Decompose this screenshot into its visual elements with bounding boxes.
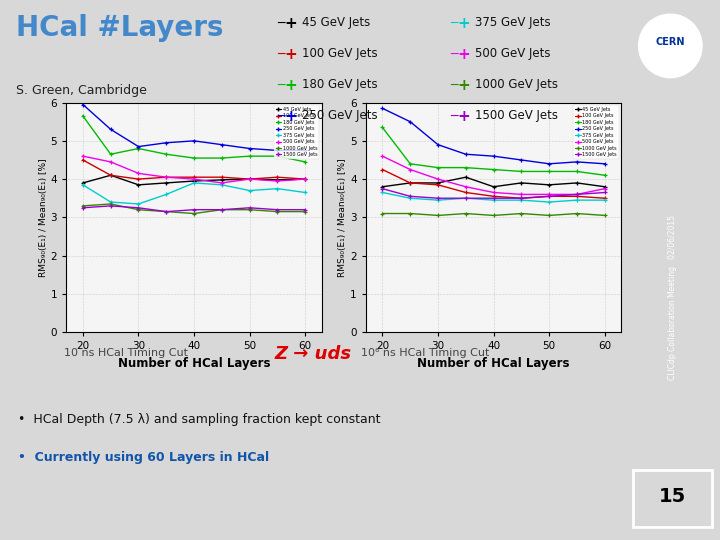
Text: 100 GeV Jets: 100 GeV Jets	[302, 47, 378, 60]
Text: +: +	[284, 47, 297, 62]
Text: +: +	[457, 78, 470, 93]
Text: 1500 GeV Jets: 1500 GeV Jets	[475, 109, 558, 122]
Text: ─: ─	[450, 17, 457, 30]
Text: ─: ─	[277, 48, 284, 61]
Text: +: +	[284, 16, 297, 31]
Text: ─: ─	[277, 79, 284, 92]
Circle shape	[639, 14, 702, 78]
Text: ─: ─	[450, 110, 457, 123]
Text: Z → uds: Z → uds	[274, 345, 352, 363]
Text: ─: ─	[450, 48, 457, 61]
Text: +: +	[284, 109, 297, 124]
Text: +: +	[457, 16, 470, 31]
Text: 10⁶ ns HCal Timing Cut: 10⁶ ns HCal Timing Cut	[361, 348, 489, 359]
Text: HCal #Layers: HCal #Layers	[16, 14, 223, 42]
Text: 250 GeV Jets: 250 GeV Jets	[302, 109, 378, 122]
Text: 1000 GeV Jets: 1000 GeV Jets	[475, 78, 558, 91]
Text: 10 ns HCal Timing Cut: 10 ns HCal Timing Cut	[64, 348, 188, 359]
Legend: 45 GeV Jets, 100 GeV Jets, 180 GeV Jets, 250 GeV Jets, 375 GeV Jets, 500 GeV Jet: 45 GeV Jets, 100 GeV Jets, 180 GeV Jets,…	[573, 105, 619, 159]
Text: S. Green, Cambridge: S. Green, Cambridge	[16, 84, 147, 97]
Text: CERN: CERN	[656, 37, 685, 47]
X-axis label: Number of HCal Layers: Number of HCal Layers	[418, 357, 570, 370]
Text: 45 GeV Jets: 45 GeV Jets	[302, 16, 371, 29]
Text: 500 GeV Jets: 500 GeV Jets	[475, 47, 551, 60]
Text: •  HCal Depth (7.5 λ) and sampling fraction kept constant: • HCal Depth (7.5 λ) and sampling fracti…	[18, 413, 380, 426]
Text: 180 GeV Jets: 180 GeV Jets	[302, 78, 378, 91]
Text: •  Currently using 60 Layers in HCal: • Currently using 60 Layers in HCal	[18, 451, 269, 464]
Text: 15: 15	[659, 488, 686, 507]
Y-axis label: RMS₉₀(E₁) / Mean₉₀(E₁) [%]: RMS₉₀(E₁) / Mean₉₀(E₁) [%]	[39, 158, 48, 276]
Text: 375 GeV Jets: 375 GeV Jets	[475, 16, 551, 29]
Y-axis label: RMS₉₀(E₁) / Mean₉₀(E₁) [%]: RMS₉₀(E₁) / Mean₉₀(E₁) [%]	[338, 158, 347, 276]
Legend: 45 GeV Jets, 100 GeV Jets, 180 GeV Jets, 250 GeV Jets, 375 GeV Jets, 500 GeV Jet: 45 GeV Jets, 100 GeV Jets, 180 GeV Jets,…	[274, 105, 320, 159]
Text: +: +	[284, 78, 297, 93]
Text: ─: ─	[277, 17, 284, 30]
X-axis label: Number of HCal Layers: Number of HCal Layers	[118, 357, 270, 370]
Text: ─: ─	[277, 110, 284, 123]
Text: ─: ─	[450, 79, 457, 92]
Text: +: +	[457, 109, 470, 124]
Text: CLICdp Collaboration Meeting   02/06/2015: CLICdp Collaboration Meeting 02/06/2015	[668, 214, 677, 380]
Text: +: +	[457, 47, 470, 62]
